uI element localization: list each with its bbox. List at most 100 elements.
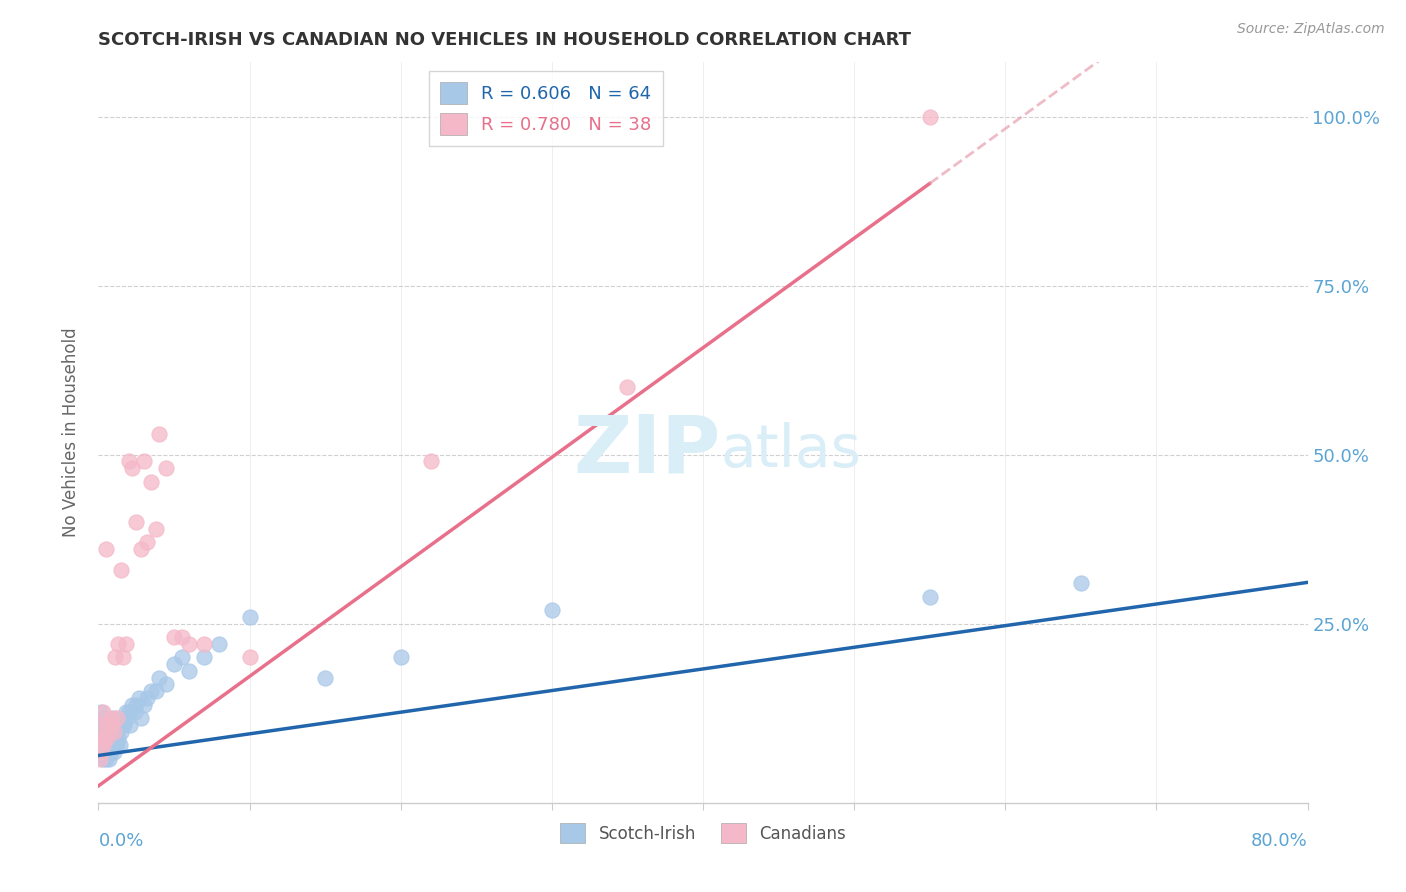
Point: [94, 752, 117, 766]
Point: [110, 562, 132, 576]
Point: [90, 745, 112, 759]
Point: [389, 650, 412, 665]
Point: [141, 684, 163, 698]
Point: [103, 745, 125, 759]
Point: [120, 718, 142, 732]
Point: [132, 454, 155, 468]
Point: [163, 630, 186, 644]
Point: [141, 475, 163, 489]
Point: [314, 671, 336, 685]
Point: [114, 705, 136, 719]
Point: [98, 724, 121, 739]
Text: atlas: atlas: [720, 422, 862, 479]
Point: [111, 718, 134, 732]
Text: Source: ZipAtlas.com: Source: ZipAtlas.com: [1237, 22, 1385, 37]
Point: [93, 731, 115, 746]
Point: [94, 724, 117, 739]
Point: [114, 637, 136, 651]
Point: [101, 718, 124, 732]
Point: [91, 739, 114, 753]
Point: [105, 724, 128, 739]
Point: [124, 705, 146, 719]
Point: [90, 705, 112, 719]
Point: [98, 752, 121, 766]
Point: [107, 731, 129, 746]
Point: [118, 705, 141, 719]
Point: [91, 705, 114, 719]
Point: [94, 731, 117, 746]
Point: [100, 731, 122, 746]
Point: [135, 691, 157, 706]
Point: [540, 603, 562, 617]
Point: [125, 698, 148, 712]
Point: [155, 461, 177, 475]
Point: [104, 718, 127, 732]
Point: [104, 739, 127, 753]
Point: [103, 724, 125, 739]
Point: [121, 698, 143, 712]
Point: [90, 745, 112, 759]
Point: [89, 731, 111, 746]
Point: [193, 637, 215, 651]
Point: [103, 711, 125, 725]
Point: [118, 454, 141, 468]
Point: [105, 711, 128, 725]
Point: [145, 522, 167, 536]
Point: [125, 515, 148, 529]
Point: [179, 637, 201, 651]
Point: [91, 752, 114, 766]
Point: [155, 677, 177, 691]
Point: [208, 637, 231, 651]
Point: [94, 542, 117, 557]
Point: [96, 718, 118, 732]
Text: SCOTCH-IRISH VS CANADIAN NO VEHICLES IN HOUSEHOLD CORRELATION CHART: SCOTCH-IRISH VS CANADIAN NO VEHICLES IN …: [98, 31, 911, 49]
Point: [145, 684, 167, 698]
Point: [89, 739, 111, 753]
Legend: Scotch-Irish, Canadians: Scotch-Irish, Canadians: [554, 816, 852, 850]
Point: [112, 718, 135, 732]
Point: [98, 739, 121, 753]
Point: [616, 380, 638, 394]
Point: [108, 718, 131, 732]
Point: [103, 731, 125, 746]
Point: [132, 698, 155, 712]
Point: [96, 718, 118, 732]
Point: [239, 610, 262, 624]
Point: [129, 542, 152, 557]
Point: [93, 745, 115, 759]
Point: [108, 739, 131, 753]
Point: [98, 724, 121, 739]
Point: [105, 739, 128, 753]
Text: ZIP: ZIP: [574, 411, 720, 490]
Point: [90, 718, 112, 732]
Point: [107, 637, 129, 651]
Point: [1070, 576, 1092, 591]
Point: [89, 752, 111, 766]
Point: [170, 650, 193, 665]
Point: [115, 711, 138, 725]
Point: [90, 731, 112, 746]
Point: [101, 739, 124, 753]
Point: [101, 724, 124, 739]
Point: [128, 691, 150, 706]
Point: [111, 650, 134, 665]
Point: [239, 650, 262, 665]
Point: [420, 454, 443, 468]
Point: [135, 535, 157, 549]
Point: [104, 650, 127, 665]
Point: [110, 724, 132, 739]
Point: [91, 718, 114, 732]
Point: [148, 427, 170, 442]
Point: [89, 718, 111, 732]
Point: [170, 630, 193, 644]
Point: [918, 110, 941, 124]
Text: 80.0%: 80.0%: [1251, 832, 1308, 850]
Point: [96, 731, 118, 746]
Point: [100, 745, 122, 759]
Point: [93, 711, 115, 725]
Point: [91, 739, 114, 753]
Point: [163, 657, 186, 672]
Text: 0.0%: 0.0%: [98, 832, 143, 850]
Point: [918, 590, 941, 604]
Point: [94, 739, 117, 753]
